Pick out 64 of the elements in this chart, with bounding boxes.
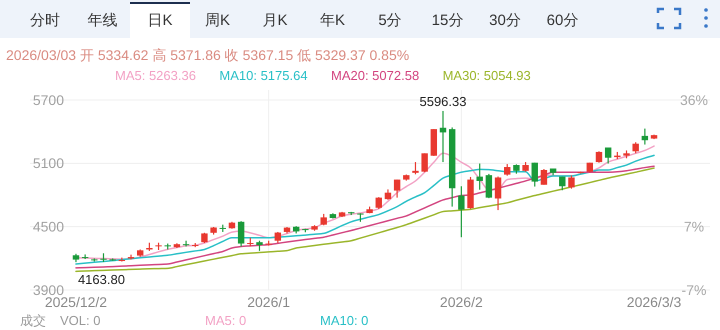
- text: MA20: 5072.58: [331, 68, 420, 83]
- candlestick: [568, 174, 575, 190]
- text: 60分: [546, 12, 578, 29]
- text: MA10: 5175.64: [219, 68, 308, 83]
- y2-tick-label: -7%: [682, 282, 706, 298]
- candlestick: [540, 168, 548, 186]
- candlestick: [596, 150, 602, 164]
- candlestick: [486, 173, 492, 199]
- text: 2026/03/03 开 5334.62 高 5371.86 收 5367.15 低 5329.37 0.85%: [6, 47, 410, 63]
- text: 日K: [147, 12, 173, 29]
- candlestick: [376, 196, 382, 210]
- x-tick-label: 2026/3/3: [626, 294, 682, 310]
- candlestick: [265, 240, 272, 246]
- text: VOL: 0: [60, 313, 100, 328]
- text: 15分: [432, 12, 464, 29]
- x-tick-label: 2026/1: [247, 294, 290, 310]
- candlestick: [458, 186, 465, 238]
- text: 30分: [489, 12, 521, 29]
- candlestick: [440, 110, 446, 163]
- text: 年K: [320, 12, 346, 29]
- candlestick: [604, 146, 612, 164]
- candlestick: [513, 164, 520, 174]
- text: MA30: 5054.93: [442, 68, 531, 83]
- candlestick: [504, 163, 510, 176]
- candlestick: [247, 237, 254, 248]
- candlestick: [412, 161, 419, 175]
- text: 年线: [88, 12, 118, 29]
- y2-tick-label: 7%: [684, 218, 704, 235]
- candlestick: [559, 176, 566, 191]
- y-tick-label: 5100: [32, 155, 64, 172]
- annotation: 5596.33: [419, 94, 466, 109]
- candlestick: [632, 142, 639, 154]
- candlestick: [320, 213, 327, 226]
- text: 周K: [204, 12, 230, 29]
- candlestick: [642, 128, 648, 146]
- candlestick: [421, 152, 428, 173]
- candlestick: [192, 242, 198, 248]
- candlestick: [220, 224, 226, 233]
- x-tick-label: 2026/2: [440, 294, 483, 310]
- candlestick: [164, 242, 171, 250]
- text: 5分: [378, 12, 402, 29]
- y-tick-label: 4500: [32, 218, 64, 235]
- text: MA5: 0: [205, 313, 246, 328]
- annotation: 4163.80: [78, 272, 125, 288]
- candlestick: [274, 231, 282, 244]
- text: 分时: [30, 12, 60, 29]
- candlestick: [201, 232, 208, 244]
- y-tick-label: 5700: [32, 92, 64, 108]
- candlestick: [394, 178, 400, 198]
- candlestick: [118, 256, 126, 262]
- candlestick: [614, 151, 621, 160]
- candlestick: [384, 188, 392, 200]
- text: 成交: [20, 313, 46, 328]
- candlestick: [494, 176, 502, 211]
- text: 月K: [262, 12, 288, 29]
- y2-tick-label: 36%: [680, 92, 708, 108]
- candlestick: [476, 162, 483, 190]
- text: MA10: 0: [320, 313, 368, 328]
- candlestick: [256, 240, 263, 252]
- candlestick: [532, 162, 538, 188]
- text: MA5: 5263.36: [115, 68, 196, 83]
- candlestick: [522, 161, 529, 172]
- candlestick: [586, 162, 594, 174]
- candlestick: [238, 220, 244, 248]
